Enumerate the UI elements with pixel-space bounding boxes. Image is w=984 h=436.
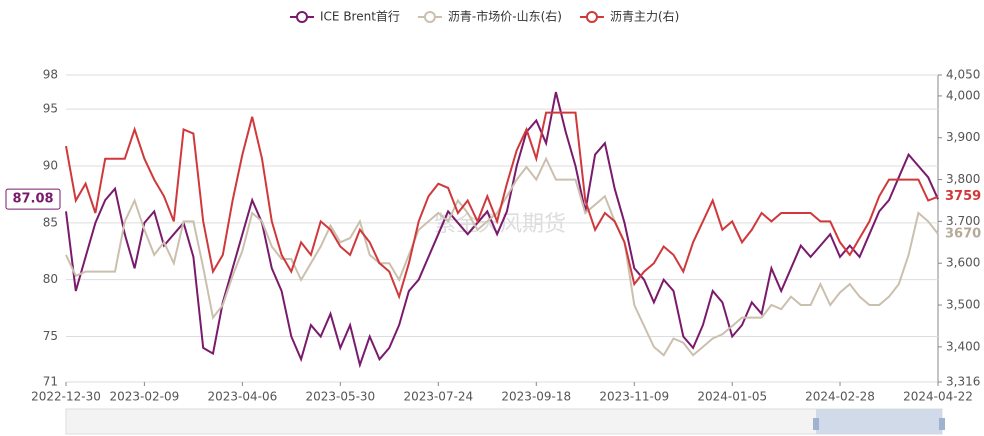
x-tick-label: 2023-05-30 <box>305 390 375 404</box>
y2-tick-label: 3,316 <box>946 375 980 389</box>
end-label-box <box>942 224 984 243</box>
x-tick-label: 2024-01-05 <box>697 390 767 404</box>
y-tick-label: 85 <box>43 215 58 229</box>
end-label: 87.08 <box>12 192 53 207</box>
x-tick-label: 2023-04-06 <box>207 390 277 404</box>
watermark: 紫金天风期货 <box>434 212 566 237</box>
zoom-window[interactable] <box>816 409 942 434</box>
series-line <box>65 91 939 369</box>
y-tick-label: 75 <box>43 329 58 343</box>
y2-tick-label: 3,500 <box>946 298 980 312</box>
y-tick-label: 98 <box>43 68 58 82</box>
legend-icon <box>296 11 308 23</box>
legend-label: 沥青-市场价-山东(右) <box>448 9 562 24</box>
x-tick-label: 2023-07-24 <box>403 390 473 404</box>
legend-label: 沥青主力(右) <box>610 9 679 24</box>
legend-icon <box>585 11 598 23</box>
legend-label: ICE Brent首行 <box>320 10 400 24</box>
y2-tick-label: 4,000 <box>946 88 980 102</box>
end-label: 3670 <box>945 226 981 241</box>
end-label-box <box>942 187 984 206</box>
y2-tick-label: 3,400 <box>946 339 980 353</box>
y2-tick-label: 3,600 <box>946 256 980 270</box>
zoom-slider[interactable] <box>65 408 943 435</box>
end-label: 3759 <box>945 189 981 204</box>
y-tick-label: 95 <box>43 102 58 116</box>
x-tick-label: 2023-02-09 <box>110 390 180 404</box>
x-tick-label: 2024-02-28 <box>805 390 875 404</box>
end-label-box <box>5 188 61 210</box>
series-line <box>65 111 939 300</box>
x-tick-label: 2024-04-22 <box>903 390 973 404</box>
x-tick-label: 2023-11-09 <box>599 390 669 404</box>
y2-tick-label: 3,800 <box>946 172 980 186</box>
legend-icon <box>423 11 436 23</box>
zoom-handle[interactable] <box>813 418 819 430</box>
y-tick-label: 71 <box>43 375 58 389</box>
x-tick-label: 2022-12-30 <box>31 390 101 404</box>
y2-tick-label: 4,050 <box>946 68 980 82</box>
y-tick-label: 90 <box>43 158 58 172</box>
x-tick-label: 2023-09-18 <box>501 390 571 404</box>
y2-tick-label: 3,900 <box>946 130 980 144</box>
y2-tick-label: 3,700 <box>946 214 980 228</box>
y-tick-label: 80 <box>43 272 58 286</box>
zoom-handle[interactable] <box>939 418 945 430</box>
